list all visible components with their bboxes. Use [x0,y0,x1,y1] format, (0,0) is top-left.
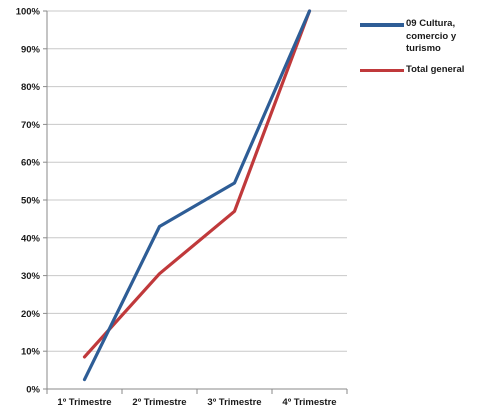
legend-item-cultura: 09 Cultura, comercio y turismo [360,18,475,56]
legend: 09 Cultura, comercio y turismo Total gen… [360,18,475,84]
y-tick-label-30: 30% [21,271,41,282]
y-tick-label-20: 20% [21,309,41,320]
series-line-total-general [82,9,312,359]
y-tick-label-70: 70% [21,120,41,131]
legend-swatch-total-general [360,68,404,72]
x-axis-tick-labels: 1º Trimestre 2º Trimestre 3º Trimestre 4º T… [57,397,336,408]
x-tick-label-3: 3º Trimestre [207,397,261,408]
legend-label-total-general: Total general [406,63,465,75]
y-tick-label-0: 0% [26,385,40,396]
legend-label-cultura: 09 Cultura, comercio y turismo [406,18,457,54]
axes [43,10,348,394]
y-tick-label-10: 10% [21,347,41,358]
y-tick-label-100: 100% [16,7,41,18]
y-tick-label-80: 80% [21,82,41,93]
legend-item-total-general: Total general [360,64,475,77]
x-tick-label-4: 4º Trimestre [282,397,336,408]
series-line-cultura [82,9,312,382]
y-axis-tick-labels: 0% 10% 20% 30% 40% 50% 60% 70% 80% 90% 100% [16,7,41,396]
x-tick-label-2: 2º Trimestre [132,397,186,408]
series-lines [82,9,312,382]
y-tick-label-50: 50% [21,196,41,207]
y-tick-label-60: 60% [21,158,41,169]
y-tick-label-90: 90% [21,44,41,55]
y-tick-label-40: 40% [21,233,41,244]
x-tick-label-1: 1º Trimestre [57,397,111,408]
gridlines [47,10,347,352]
legend-swatch-cultura [360,23,404,27]
